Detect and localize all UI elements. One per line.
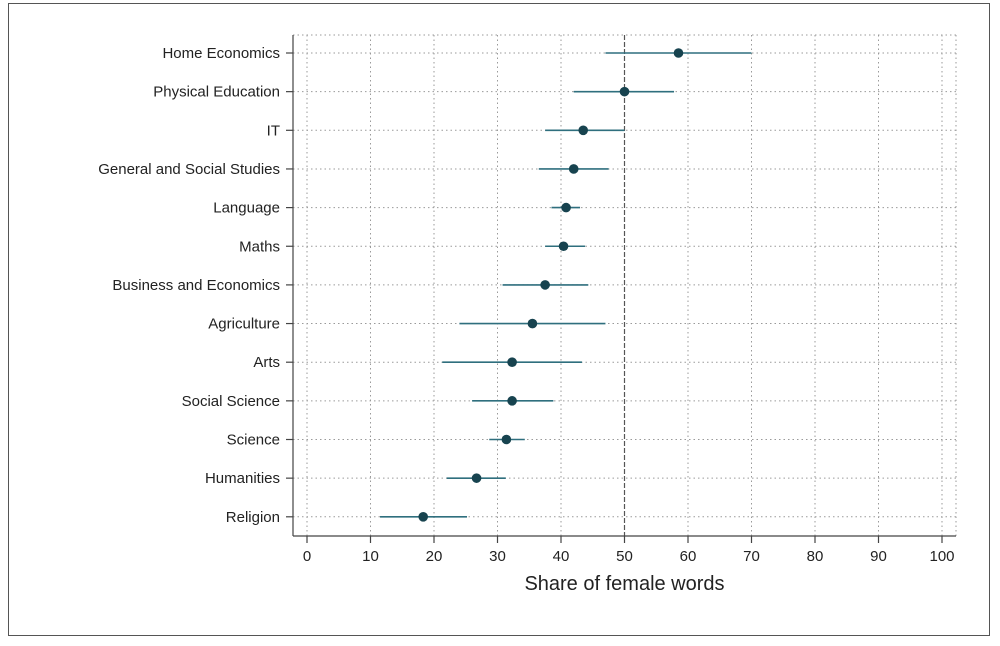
point-estimate — [418, 512, 429, 522]
x-tick-label: 90 — [870, 548, 887, 565]
y-tick-label: Home Economics — [162, 45, 280, 62]
x-tick-label: 30 — [489, 548, 506, 565]
point-estimate — [501, 434, 512, 445]
point-estimate — [527, 318, 538, 329]
y-axis-ticks: Home Economics Physical Education IT Genera… — [98, 45, 293, 526]
point-estimate — [507, 396, 517, 406]
x-tick-label: 60 — [680, 548, 697, 565]
vertical-gridlines — [306, 35, 957, 536]
x-axis-ticks: 0 10 20 30 40 50 60 70 80 90 100 — [303, 536, 955, 565]
y-tick-label: General and Social Studies — [98, 161, 280, 178]
x-tick-label: 0 — [303, 548, 311, 565]
point-estimate — [619, 86, 630, 97]
point-estimate — [558, 241, 569, 252]
x-tick-label: 70 — [743, 548, 760, 565]
point-estimate — [673, 48, 684, 58]
point-estimate — [507, 357, 517, 368]
point-estimate — [578, 125, 589, 136]
y-tick-label: Physical Education — [153, 84, 280, 101]
y-tick-label: Religion — [226, 509, 280, 526]
y-tick-label: IT — [267, 122, 280, 139]
x-axis-label: Share of female words — [524, 573, 724, 595]
point-estimate — [540, 280, 550, 290]
point-estimate — [471, 473, 482, 483]
y-tick-label: Agriculture — [208, 316, 280, 333]
x-tick-label: 80 — [807, 548, 824, 565]
point-estimate — [568, 164, 579, 174]
y-tick-label: Arts — [253, 354, 280, 371]
x-tick-label: 40 — [553, 548, 570, 565]
point-estimate — [561, 202, 571, 213]
y-tick-label: Science — [227, 432, 280, 449]
y-tick-label: Maths — [239, 238, 280, 255]
point-estimates — [418, 48, 684, 522]
y-tick-label: Social Science — [182, 393, 280, 410]
x-tick-label: 50 — [616, 548, 633, 565]
confidence-intervals — [380, 52, 752, 518]
figure-frame — [8, 3, 990, 636]
x-tick-label: 10 — [362, 548, 379, 565]
y-tick-label: Humanities — [205, 470, 280, 487]
x-tick-label: 20 — [426, 548, 443, 565]
y-tick-label: Business and Economics — [112, 277, 280, 294]
x-tick-label: 100 — [929, 548, 954, 565]
y-tick-label: Language — [213, 200, 280, 217]
